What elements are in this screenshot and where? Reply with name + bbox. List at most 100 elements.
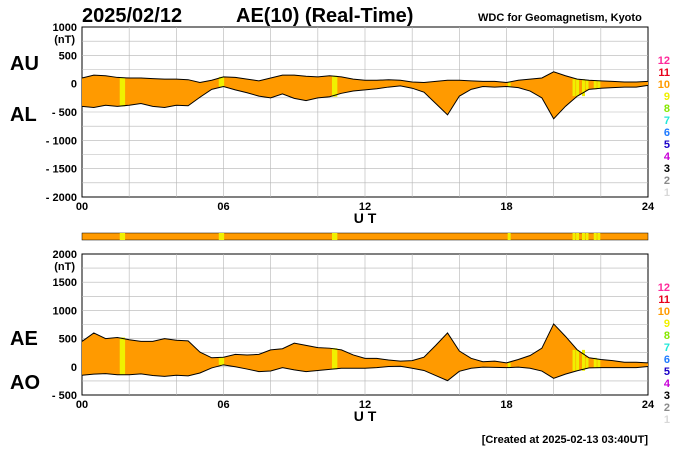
station-change-strip bbox=[585, 80, 589, 90]
y-tick-label: - 2000 bbox=[46, 192, 77, 204]
date-title: 2025/02/12 bbox=[82, 5, 182, 27]
x-tick-label: 00 bbox=[76, 399, 88, 411]
station-change-strip bbox=[122, 77, 126, 107]
legend-count-4: 4 bbox=[664, 151, 671, 163]
station-bar-highlight bbox=[221, 233, 225, 240]
station-change-strip bbox=[597, 359, 601, 368]
x-tick-label: 18 bbox=[500, 399, 512, 411]
x-tick-label: 12 bbox=[359, 201, 371, 213]
au-label: AU bbox=[10, 53, 39, 75]
legend-count-8: 8 bbox=[664, 103, 670, 115]
al-label: AL bbox=[10, 104, 37, 126]
legend-count-2: 2 bbox=[664, 175, 670, 187]
legend-count-9: 9 bbox=[664, 318, 670, 330]
legend-count-10: 10 bbox=[658, 306, 670, 318]
station-change-strip bbox=[119, 337, 123, 375]
series-line-ae bbox=[81, 323, 649, 364]
legend-count-7: 7 bbox=[664, 115, 670, 127]
x-tick-label: 12 bbox=[359, 399, 371, 411]
y-tick-label: 500 bbox=[59, 334, 77, 346]
legend-count-3: 3 bbox=[664, 390, 670, 402]
x-tick-label: 24 bbox=[642, 399, 655, 411]
legend-count-12: 12 bbox=[658, 282, 670, 294]
station-bar-highlight bbox=[585, 233, 589, 240]
station-change-strip bbox=[581, 349, 585, 371]
station-change-strip bbox=[221, 76, 225, 87]
station-change-strip bbox=[218, 76, 222, 87]
y-tick-label: - 500 bbox=[52, 107, 77, 119]
station-change-strip bbox=[576, 349, 580, 371]
ao-label: AO bbox=[10, 372, 40, 394]
y-tick-label: 1000 bbox=[53, 22, 77, 34]
station-change-strip bbox=[218, 357, 222, 365]
y-tick-label: 1000 bbox=[53, 305, 77, 317]
station-bar-highlight bbox=[334, 233, 338, 240]
station-change-strip bbox=[331, 348, 335, 370]
series-line-ao bbox=[81, 364, 649, 382]
legend-count-5: 5 bbox=[664, 139, 670, 151]
legend-count-12: 12 bbox=[658, 55, 670, 67]
x-tick-label: 24 bbox=[642, 201, 655, 213]
created-timestamp: [Created at 2025-02-13 03:40UT] bbox=[482, 434, 649, 446]
y-tick-label: 0 bbox=[71, 79, 77, 91]
station-change-strip bbox=[334, 75, 338, 97]
y-tick-label: - 1500 bbox=[46, 164, 77, 176]
area-fill bbox=[82, 323, 648, 381]
y-tick-label: 1500 bbox=[53, 277, 77, 289]
ae-ao-y-ticks: 2000 1500 1000 500 0 - 500 bbox=[52, 249, 77, 402]
legend-count-6: 6 bbox=[664, 127, 670, 139]
station-change-strip bbox=[572, 349, 576, 371]
station-change-strip bbox=[572, 79, 576, 97]
station-change-strip bbox=[585, 357, 589, 368]
au-al-x-ticks: 00 06 12 18 24 bbox=[76, 201, 655, 213]
au-al-grid bbox=[82, 27, 648, 197]
legend-count-3: 3 bbox=[664, 163, 670, 175]
au-al-area bbox=[81, 71, 649, 120]
station-bar-highlight bbox=[572, 233, 576, 240]
series-line-al bbox=[81, 84, 649, 120]
station-change-strip bbox=[593, 357, 597, 368]
station-change-strip bbox=[119, 77, 123, 107]
index-title: AE(10) (Real-Time) bbox=[236, 5, 413, 27]
x-tick-label: 06 bbox=[217, 201, 229, 213]
x-tick-label: 00 bbox=[76, 201, 88, 213]
y-tick-label: - 1000 bbox=[46, 135, 77, 147]
station-bar-highlight bbox=[593, 233, 597, 240]
station-change-strip bbox=[507, 82, 511, 87]
legend-count-4: 4 bbox=[664, 378, 671, 390]
y-tick-label: 0 bbox=[71, 362, 77, 374]
legend-count-2: 2 bbox=[664, 402, 670, 414]
ae-label: AE bbox=[10, 328, 38, 350]
station-change-strip bbox=[576, 79, 580, 97]
station-change-strip bbox=[331, 75, 335, 97]
station-bar-highlight bbox=[119, 233, 123, 240]
station-change-strip bbox=[507, 362, 511, 368]
legend-count-1: 1 bbox=[664, 414, 670, 426]
y-tick-label: 2000 bbox=[53, 249, 77, 261]
y-tick-label: 500 bbox=[59, 50, 77, 62]
station-change-strip bbox=[122, 337, 126, 375]
legend-count-6: 6 bbox=[664, 354, 670, 366]
station-bar-highlight bbox=[122, 233, 126, 240]
station-change-strip bbox=[221, 357, 225, 365]
station-bar-highlight bbox=[507, 233, 511, 240]
source-label: WDC for Geomagnetism, Kyoto bbox=[478, 12, 642, 24]
station-bar-base bbox=[81, 232, 649, 241]
series-line-au bbox=[81, 71, 649, 84]
station-bar-highlight bbox=[576, 233, 580, 240]
ae-ao-x-axis-label: U T bbox=[354, 408, 377, 424]
x-tick-label: 06 bbox=[217, 399, 229, 411]
legend-count-11: 11 bbox=[658, 67, 670, 79]
ae-ao-unit-label: (nT) bbox=[54, 261, 75, 273]
station-bar-highlight bbox=[597, 233, 601, 240]
legend-count-8: 8 bbox=[664, 330, 670, 342]
station-count-bar bbox=[81, 232, 649, 241]
station-bar-highlight bbox=[581, 233, 585, 240]
station-bar-highlight bbox=[218, 233, 222, 240]
y-tick-label: - 500 bbox=[52, 390, 77, 402]
